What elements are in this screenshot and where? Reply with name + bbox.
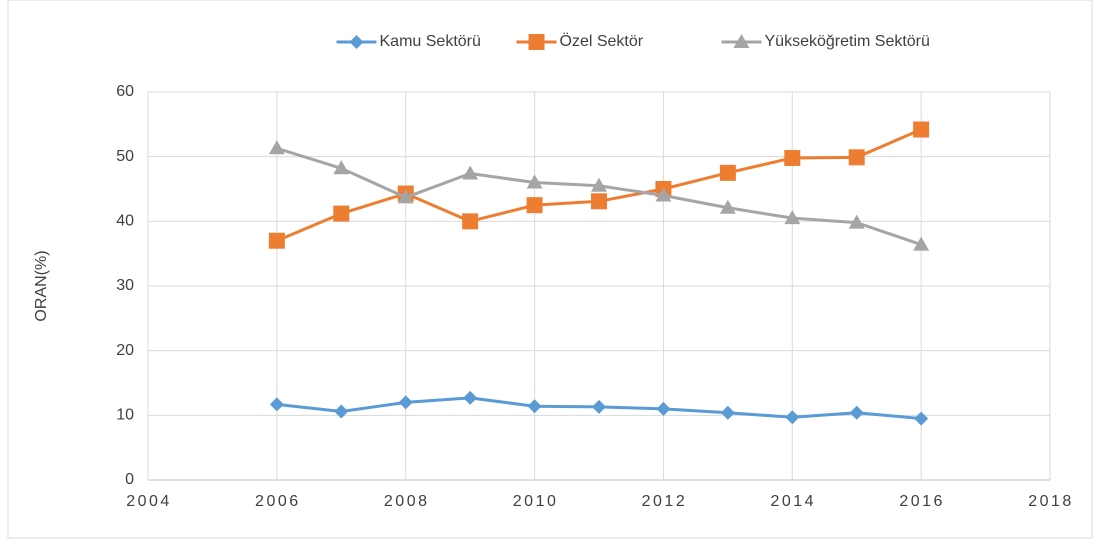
marker bbox=[848, 149, 865, 166]
legend-label: Yükseköğretim Sektörü bbox=[765, 33, 930, 50]
marker bbox=[462, 165, 479, 180]
y-tick-label: 20 bbox=[116, 342, 134, 359]
legend-marker bbox=[528, 34, 545, 50]
marker bbox=[720, 405, 735, 420]
marker bbox=[333, 160, 350, 175]
x-tick-label: 2014 bbox=[770, 493, 816, 510]
x-tick-label: 2018 bbox=[1028, 493, 1074, 510]
x-tick-label: 2016 bbox=[899, 493, 945, 510]
marker bbox=[268, 232, 285, 249]
marker bbox=[269, 397, 284, 412]
x-tick-label: 2006 bbox=[255, 493, 301, 510]
y-tick-label: 50 bbox=[116, 148, 134, 165]
marker bbox=[397, 189, 414, 204]
marker bbox=[849, 405, 864, 420]
x-tick-label: 2010 bbox=[513, 493, 559, 510]
marker bbox=[527, 399, 542, 414]
marker bbox=[785, 410, 800, 425]
marker bbox=[655, 187, 672, 202]
x-tick-label: 2012 bbox=[642, 493, 688, 510]
x-tick-label: 2004 bbox=[126, 493, 172, 510]
y-tick-label: 60 bbox=[116, 83, 134, 100]
marker bbox=[268, 140, 285, 155]
marker bbox=[463, 390, 478, 405]
marker bbox=[913, 121, 930, 138]
marker bbox=[719, 164, 736, 181]
marker bbox=[591, 193, 607, 210]
legend-label: Özel Sektör bbox=[560, 32, 644, 50]
marker bbox=[913, 236, 930, 251]
legend-marker bbox=[349, 35, 364, 49]
y-tick-label: 10 bbox=[116, 407, 134, 424]
marker bbox=[784, 210, 801, 225]
marker bbox=[333, 205, 350, 222]
legend-label: Kamu Sektörü bbox=[380, 33, 481, 50]
marker bbox=[398, 395, 413, 410]
y-tick-label: 40 bbox=[116, 213, 134, 230]
marker bbox=[462, 213, 479, 230]
y-axis-label: ORAN(%) bbox=[33, 250, 50, 321]
marker bbox=[784, 149, 801, 166]
marker bbox=[656, 401, 671, 416]
chart-border bbox=[7, 0, 1093, 539]
y-tick-label: 0 bbox=[125, 471, 134, 488]
marker bbox=[591, 177, 607, 192]
marker bbox=[848, 214, 865, 229]
legend-marker bbox=[733, 34, 750, 48]
marker bbox=[526, 174, 543, 189]
y-tick-label: 30 bbox=[116, 277, 134, 294]
marker bbox=[592, 399, 606, 414]
marker bbox=[526, 197, 543, 214]
x-tick-label: 2008 bbox=[384, 493, 430, 510]
marker bbox=[719, 199, 736, 214]
marker bbox=[334, 404, 349, 419]
marker bbox=[914, 411, 929, 426]
